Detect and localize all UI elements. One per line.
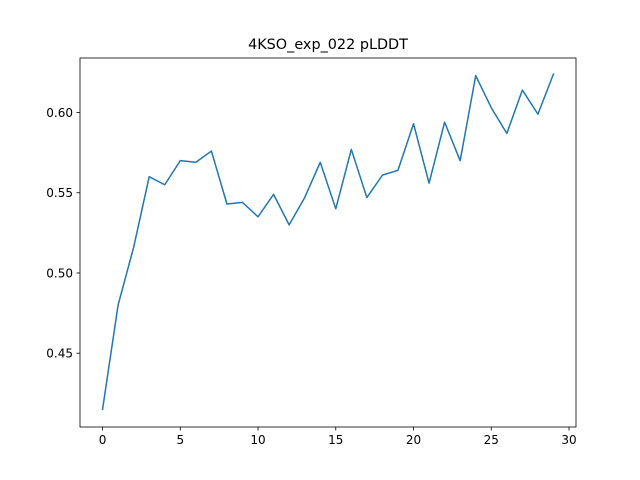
x-tick-label: 20 <box>406 433 421 447</box>
x-tick-label: 30 <box>561 433 576 447</box>
chart-title: 4KSO_exp_022 pLDDT <box>248 37 408 53</box>
plot-area: 0 5 10 15 20 25 30 0.45 0.50 0.55 0.60 <box>46 57 577 447</box>
x-tick-label: 15 <box>328 433 343 447</box>
x-tick-label: 10 <box>250 433 265 447</box>
axes-frame <box>79 57 577 428</box>
y-tick-label: 0.50 <box>46 266 73 280</box>
y-tick-label: 0.55 <box>46 186 73 200</box>
y-tick-label: 0.60 <box>46 106 73 120</box>
x-tick-label: 0 <box>99 433 107 447</box>
x-tick-label: 5 <box>176 433 184 447</box>
y-tick-label: 0.45 <box>46 347 73 361</box>
series-line-0 <box>101 73 555 411</box>
x-tick-label: 25 <box>484 433 499 447</box>
